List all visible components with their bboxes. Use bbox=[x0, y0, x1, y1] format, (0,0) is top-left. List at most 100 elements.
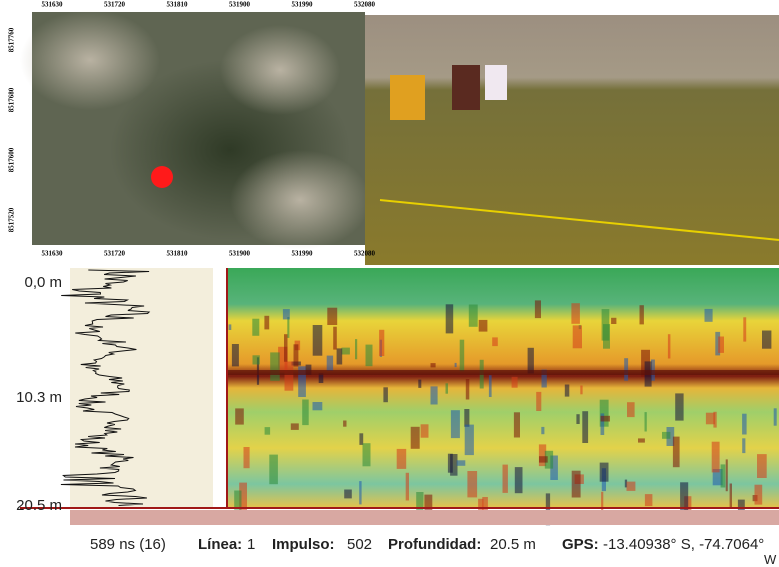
radargram-texture bbox=[668, 334, 671, 358]
map-x-tick: 531630 bbox=[42, 1, 64, 9]
radargram-texture bbox=[571, 303, 580, 324]
radargram-texture bbox=[713, 412, 716, 428]
radargram-texture bbox=[464, 409, 469, 427]
radargram-texture bbox=[406, 473, 409, 501]
radargram-texture bbox=[253, 355, 260, 364]
radargram-texture bbox=[270, 352, 280, 380]
radargram-texture bbox=[269, 455, 278, 485]
radargram-texture bbox=[455, 363, 457, 367]
radargram-texture bbox=[705, 309, 713, 322]
radargram-texture bbox=[291, 423, 299, 430]
radargram-texture bbox=[344, 490, 352, 499]
scroll-bar[interactable] bbox=[70, 510, 779, 525]
radargram-texture bbox=[539, 456, 548, 462]
label: GPS: bbox=[562, 536, 599, 553]
label: Impulso: bbox=[272, 536, 335, 553]
location-marker bbox=[151, 166, 173, 188]
radargram-texture bbox=[411, 427, 420, 449]
radargram-texture bbox=[446, 304, 454, 333]
radargram-texture bbox=[457, 460, 466, 466]
radargram-texture bbox=[743, 317, 746, 341]
value: W bbox=[764, 552, 776, 567]
radargram-texture bbox=[755, 485, 763, 505]
radargram-texture bbox=[383, 387, 388, 402]
map-y-tick: 8517600 bbox=[8, 147, 16, 172]
radargram-texture bbox=[721, 464, 726, 487]
radargram-texture bbox=[363, 443, 371, 466]
map-x-tick: 531630 bbox=[42, 250, 64, 258]
radargram-texture bbox=[234, 491, 241, 510]
radargram-texture bbox=[355, 339, 357, 359]
radargram-texture bbox=[460, 340, 465, 372]
radargram-texture bbox=[726, 459, 728, 491]
radargram-texture bbox=[600, 463, 609, 482]
radargram-texture bbox=[535, 300, 541, 318]
radargram-texture bbox=[640, 305, 644, 324]
radargram-texture bbox=[337, 348, 343, 364]
radargram-texture bbox=[742, 438, 745, 453]
radargram-texture bbox=[265, 427, 271, 435]
radargram-texture bbox=[421, 424, 429, 437]
radargram-texture bbox=[379, 330, 384, 356]
radargram-texture bbox=[228, 370, 779, 375]
radargram-texture bbox=[627, 482, 636, 491]
radargram-texture bbox=[582, 411, 588, 443]
radargram-texture bbox=[573, 325, 582, 348]
radargram-texture bbox=[359, 433, 363, 445]
radargram-texture bbox=[541, 427, 544, 434]
map-x-tick: 531720 bbox=[104, 1, 126, 9]
radargram-texture bbox=[512, 377, 518, 388]
radargram-texture bbox=[528, 348, 534, 374]
time: 589 ns (16) bbox=[90, 536, 166, 553]
radargram-texture bbox=[645, 494, 653, 506]
views: 5316305316305317205317205318105318105319… bbox=[0, 0, 779, 530]
radargram-texture bbox=[712, 442, 720, 473]
map-y-tick: 8517680 bbox=[8, 87, 16, 112]
radargram-texture bbox=[718, 337, 724, 353]
label: Profundidad: bbox=[388, 536, 481, 553]
radargram-texture bbox=[675, 393, 683, 420]
radargram-texture bbox=[774, 408, 777, 425]
depth-label: 20.5 m bbox=[16, 497, 62, 514]
radargram-texture bbox=[343, 421, 346, 427]
radargram-texture bbox=[489, 375, 492, 397]
radargram-texture bbox=[313, 325, 323, 356]
radargram-texture bbox=[611, 318, 616, 324]
radargram-texture bbox=[730, 484, 732, 509]
radargram-texture bbox=[572, 471, 581, 498]
radargram-texture bbox=[397, 449, 407, 469]
map-y-tick: 8517520 bbox=[8, 207, 16, 232]
radargram-texture bbox=[235, 408, 244, 424]
radargram-texture bbox=[302, 400, 309, 426]
radargram-texture bbox=[342, 348, 350, 355]
radargram-texture bbox=[662, 432, 670, 439]
radargram-texture bbox=[467, 471, 477, 497]
radargram-texture bbox=[232, 344, 239, 366]
person bbox=[485, 65, 507, 100]
person bbox=[390, 75, 425, 120]
radargram-texture bbox=[285, 362, 294, 391]
radargram-texture bbox=[431, 386, 438, 404]
radargram-texture bbox=[366, 345, 373, 367]
radargram-texture bbox=[580, 386, 582, 395]
radargram-texture bbox=[327, 308, 337, 325]
person bbox=[452, 65, 480, 110]
radargram-texture bbox=[431, 363, 436, 367]
value: -13.40938° S, -74.7064° bbox=[603, 536, 764, 553]
depth-label: 10.3 m bbox=[16, 389, 62, 406]
trace-panel bbox=[70, 268, 213, 508]
radargram-texture bbox=[264, 316, 269, 330]
radargram-texture bbox=[451, 410, 460, 438]
radargram-texture bbox=[465, 425, 474, 456]
radargram-texture bbox=[359, 481, 361, 504]
radargram-texture bbox=[576, 414, 579, 424]
radargram-texture bbox=[244, 447, 250, 468]
radargram-texture bbox=[327, 356, 333, 371]
map-x-tick: 531990 bbox=[292, 250, 314, 258]
radargram-texture bbox=[448, 454, 453, 473]
radargram-texture bbox=[418, 380, 421, 388]
map-texture bbox=[20, 10, 160, 110]
map-texture bbox=[220, 25, 340, 115]
radargram-texture bbox=[673, 437, 680, 468]
radargram-texture bbox=[313, 402, 323, 410]
